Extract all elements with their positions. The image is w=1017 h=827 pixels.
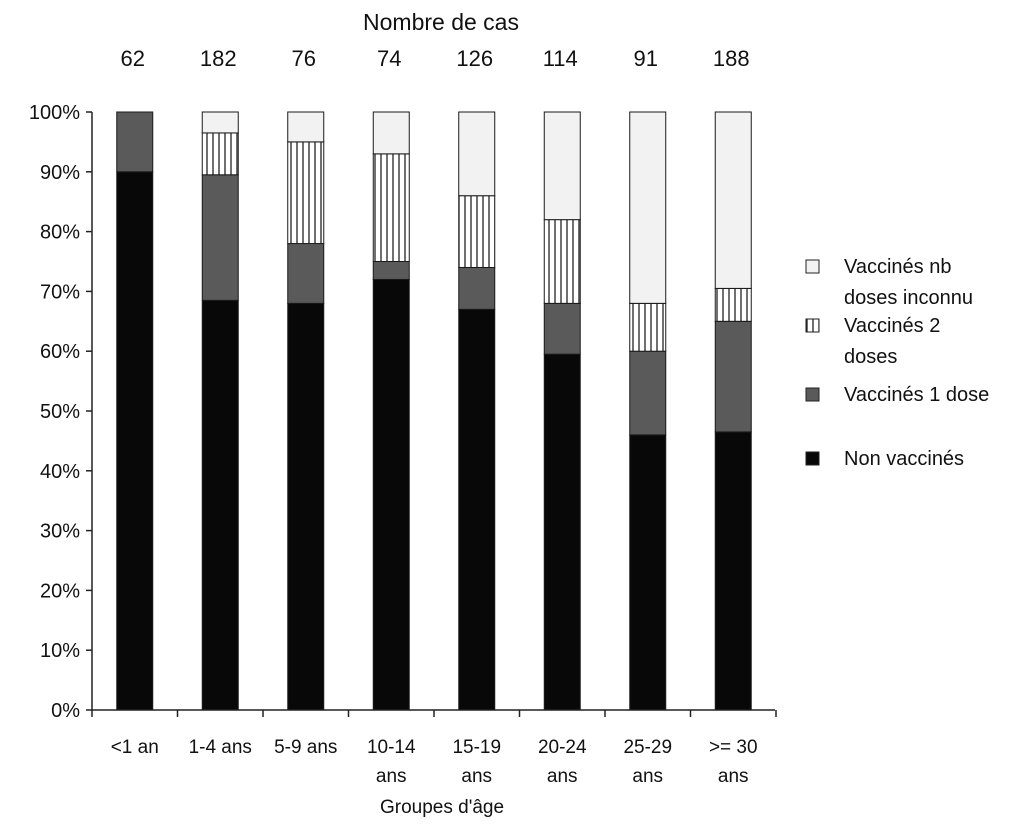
- y-tick-label: 10%: [40, 640, 80, 662]
- x-category-label: ans: [718, 766, 749, 787]
- x-category-label: ans: [461, 766, 492, 787]
- case-count-label: 126: [456, 46, 493, 71]
- x-category-label: 1-4 ans: [189, 737, 252, 758]
- x-category-label: 5-9 ans: [274, 737, 337, 758]
- legend-layer: Vaccinés nb doses inconnu Vaccinés 2 doses V…: [805, 256, 989, 470]
- bar-segment-vaccines-2-doses: [714, 287, 752, 322]
- bar-segment-vaccines-1-dose: [714, 320, 752, 433]
- x-category-label: 15-19: [452, 737, 501, 758]
- legend-swatch-vaccines-nb-doses-inconnu: [805, 259, 820, 274]
- bar-segment-vaccines-2-doses: [629, 302, 667, 352]
- legend-label: Non vaccinés: [844, 448, 964, 470]
- legend-label: doses inconnu: [844, 287, 973, 309]
- y-tick-label: 50%: [40, 401, 80, 423]
- bar-segment-non-vaccines: [458, 308, 496, 711]
- case-count-label: 76: [292, 46, 316, 71]
- bar-segment-vaccines-2-doses: [287, 141, 325, 245]
- bar-segment-vaccines-1-dose: [201, 174, 239, 301]
- y-tick-label: 0%: [51, 700, 80, 722]
- bar-segment-vaccines-nb-doses-inconnu: [287, 111, 325, 143]
- y-tick-label: 100%: [29, 102, 80, 124]
- bar-segment-non-vaccines: [714, 431, 752, 711]
- x-category-label: 10-14: [367, 737, 416, 758]
- chart-title: Nombre de cas: [363, 9, 519, 35]
- case-count-label: 62: [121, 46, 145, 71]
- bar-segment-vaccines-1-dose: [458, 266, 496, 310]
- y-tick-label: 20%: [40, 580, 80, 602]
- legend-swatch-vaccines-1-dose: [805, 387, 820, 402]
- legend-label: Vaccinés nb: [844, 256, 951, 278]
- x-category-label: ans: [632, 766, 663, 787]
- case-count-label: 188: [713, 46, 750, 71]
- case-count-label: 182: [200, 46, 237, 71]
- title-layer: Nombre de cas: [363, 9, 519, 35]
- bar-segment-vaccines-nb-doses-inconnu: [714, 111, 752, 289]
- bar-segment-non-vaccines: [543, 353, 581, 711]
- x-axis-title: Groupes d'âge: [380, 797, 504, 818]
- legend-label: Vaccinés 1 dose: [844, 384, 989, 406]
- bar-segment-non-vaccines: [201, 299, 239, 711]
- x-category-label: >= 30: [709, 737, 758, 758]
- x-category-label: ans: [547, 766, 578, 787]
- bar-segment-vaccines-1-dose: [543, 302, 581, 355]
- y-tick-label: 60%: [40, 341, 80, 363]
- case-count-label: 74: [377, 46, 401, 71]
- bar-segment-vaccines-2-doses: [372, 153, 410, 262]
- bar-segment-vaccines-2-doses: [543, 219, 581, 304]
- y-axis-layer: 0% 10% 20% 30% 40% 50% 60% 70% 80% 90% 100%: [29, 102, 93, 722]
- bar-segment-vaccines-nb-doses-inconnu: [372, 111, 410, 155]
- bar-segment-non-vaccines: [629, 434, 667, 711]
- y-tick-label: 70%: [40, 281, 80, 303]
- bar-segment-vaccines-nb-doses-inconnu: [458, 111, 496, 197]
- legend-label: doses: [844, 346, 897, 368]
- case-counts-layer: 62 182 76 74 126 114 91 188: [121, 46, 750, 71]
- x-axis-layer: <1 an 1-4 ans 5-9 ans 10-14 ans 15-19 ans 20-24…: [91, 709, 777, 818]
- bar-segment-vaccines-nb-doses-inconnu: [629, 111, 667, 304]
- y-tick-label: 90%: [40, 162, 80, 184]
- bar-segment-vaccines-nb-doses-inconnu: [201, 111, 239, 134]
- bar-segment-vaccines-nb-doses-inconnu: [543, 111, 581, 221]
- bar-segment-non-vaccines: [372, 278, 410, 711]
- y-tick-label: 30%: [40, 521, 80, 543]
- legend-swatch-vaccines-2-doses: [805, 318, 820, 333]
- y-tick-label: 80%: [40, 222, 80, 244]
- bar-segment-vaccines-1-dose: [287, 243, 325, 304]
- bars-layer: [116, 111, 752, 711]
- case-count-label: 91: [634, 46, 658, 71]
- bar-segment-vaccines-1-dose: [629, 350, 667, 436]
- bar-segment-vaccines-1-dose: [372, 261, 410, 280]
- bar-segment-vaccines-2-doses: [458, 195, 496, 268]
- case-count-label: 114: [543, 46, 578, 71]
- bar-segment-vaccines-1-dose: [116, 111, 154, 173]
- y-tick-label: 40%: [40, 461, 80, 483]
- legend-swatch-non-vaccines: [805, 451, 820, 466]
- bar-segment-non-vaccines: [116, 171, 154, 711]
- x-category-label: <1 an: [111, 737, 159, 758]
- bar-segment-non-vaccines: [287, 302, 325, 711]
- bar-segment-vaccines-2-doses: [201, 132, 239, 176]
- x-category-label: 25-29: [623, 737, 672, 758]
- x-category-label: ans: [376, 766, 407, 787]
- x-category-label: 20-24: [538, 737, 587, 758]
- legend-label: Vaccinés 2: [844, 315, 940, 337]
